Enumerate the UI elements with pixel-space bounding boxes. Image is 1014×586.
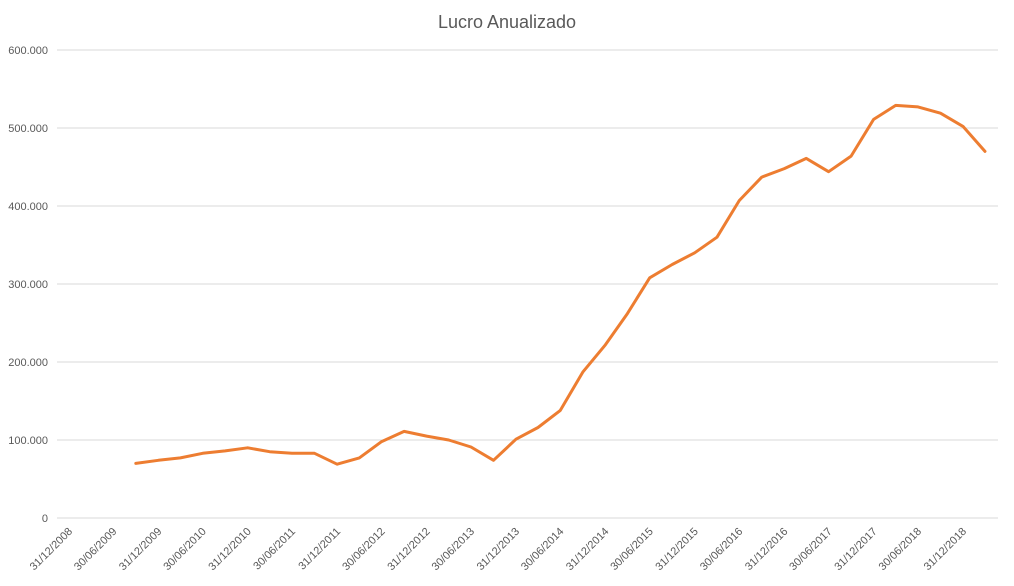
x-tick-label: 30/06/2012 <box>340 526 387 573</box>
x-tick-label: 31/12/2014 <box>564 526 611 573</box>
x-tick-label: 30/06/2009 <box>72 526 119 573</box>
x-axis-ticks: 31/12/200830/06/200931/12/200930/06/2010… <box>28 526 969 573</box>
x-tick-label: 30/06/2014 <box>519 526 566 573</box>
x-tick-label: 31/12/2011 <box>296 526 343 573</box>
y-tick-label: 100.000 <box>8 435 48 447</box>
x-tick-label: 30/06/2011 <box>251 526 298 573</box>
x-tick-label: 31/12/2010 <box>206 526 253 573</box>
x-tick-label: 31/12/2015 <box>653 526 700 573</box>
x-tick-label: 31/12/2018 <box>922 526 969 573</box>
x-tick-label: 30/06/2018 <box>877 526 924 573</box>
y-tick-label: 300.000 <box>8 279 48 291</box>
x-tick-label: 31/12/2009 <box>117 526 164 573</box>
x-tick-label: 31/12/2008 <box>28 526 75 573</box>
x-tick-label: 30/06/2015 <box>608 526 655 573</box>
y-tick-label: 600.000 <box>8 45 48 57</box>
x-tick-label: 31/12/2013 <box>475 526 522 573</box>
x-tick-label: 31/12/2016 <box>743 526 790 573</box>
x-tick-label: 31/12/2017 <box>832 526 879 573</box>
x-tick-label: 30/06/2013 <box>430 526 477 573</box>
x-tick-label: 30/06/2016 <box>698 526 745 573</box>
y-tick-label: 400.000 <box>8 201 48 213</box>
x-tick-label: 31/12/2012 <box>385 526 432 573</box>
chart-title: Lucro Anualizado <box>437 12 577 32</box>
y-tick-label: 500.000 <box>8 123 48 135</box>
x-tick-label: 30/06/2010 <box>161 526 208 573</box>
series-line-lucro <box>134 103 987 466</box>
gridlines <box>57 49 998 519</box>
y-tick-label: 0 <box>42 513 48 525</box>
y-axis-ticks: 0 100.000 200.000 300.000 400.000 500.000 600.… <box>8 45 48 525</box>
series-layer <box>134 103 987 466</box>
y-tick-label: 200.000 <box>8 357 48 369</box>
x-tick-label: 30/06/2017 <box>787 526 834 573</box>
